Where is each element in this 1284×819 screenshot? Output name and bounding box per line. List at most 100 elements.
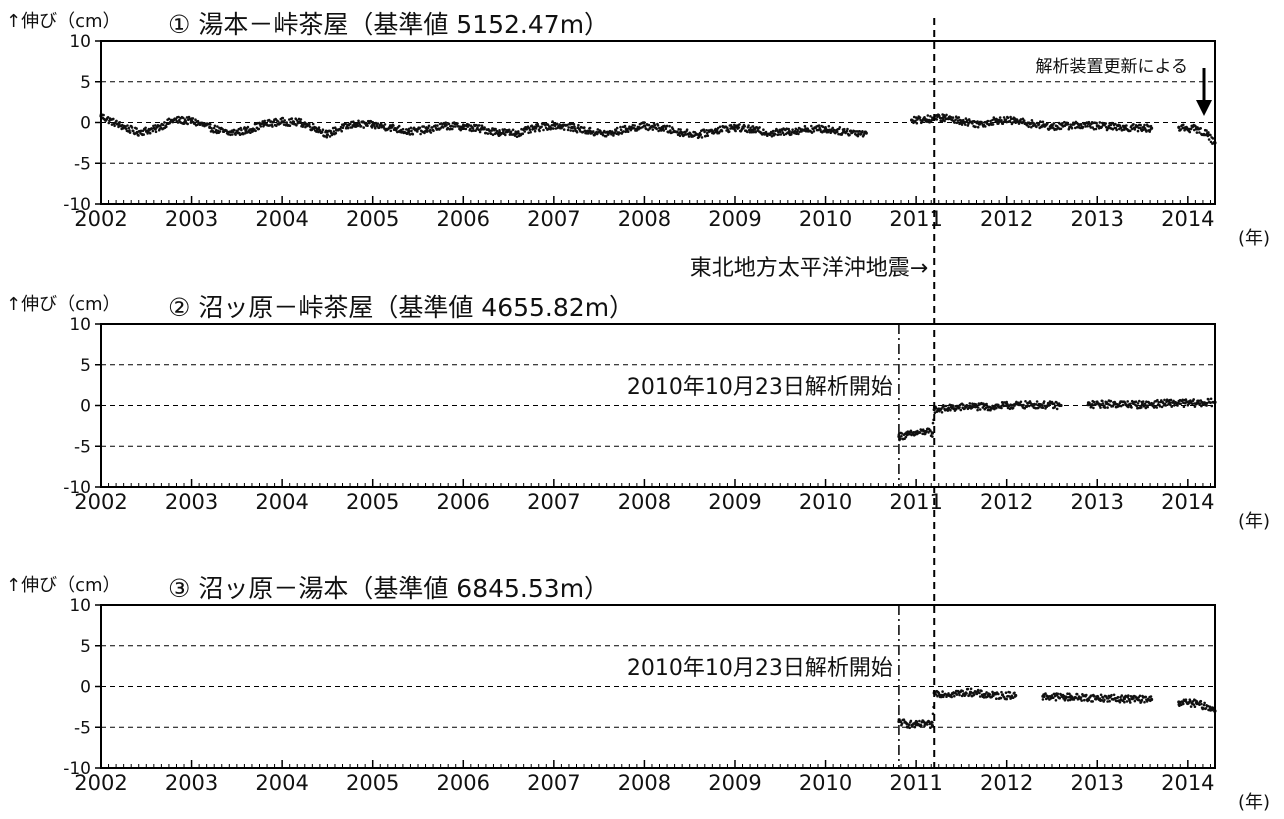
data-point <box>989 119 992 123</box>
data-point <box>208 125 212 129</box>
data-point <box>1147 125 1151 128</box>
data-point <box>964 117 968 120</box>
data-point <box>831 126 834 130</box>
data-point <box>700 136 704 139</box>
data-point <box>495 129 499 133</box>
data-point <box>999 696 1003 700</box>
data-point <box>1109 399 1113 403</box>
data-point <box>1133 128 1137 131</box>
data-point <box>1129 701 1132 704</box>
data-point <box>1138 699 1141 702</box>
y-tick-label: 0 <box>80 397 91 417</box>
data-point <box>1034 406 1038 410</box>
x-tick-label: 2008 <box>618 207 671 231</box>
data-point <box>613 131 616 134</box>
data-point <box>968 404 973 408</box>
data-point <box>263 119 267 123</box>
data-point <box>793 129 797 133</box>
x-tick-label: 2010 <box>799 490 852 514</box>
data-point <box>1193 405 1197 408</box>
data-point <box>954 118 957 121</box>
data-point <box>923 117 927 121</box>
data-point <box>1202 703 1206 707</box>
data-point <box>339 128 342 131</box>
data-point <box>963 120 966 124</box>
data-point <box>1089 126 1093 129</box>
data-point <box>653 123 657 127</box>
data-point <box>950 406 954 410</box>
data-point <box>451 127 454 131</box>
data-point <box>910 118 914 122</box>
data-point <box>705 131 709 135</box>
data-point <box>1070 126 1074 130</box>
data-point <box>1044 692 1047 695</box>
data-point <box>1157 401 1160 404</box>
data-point <box>637 128 640 131</box>
x-tick-label: 2013 <box>1071 771 1124 795</box>
data-point <box>920 724 923 727</box>
data-point <box>472 129 475 132</box>
earthquake-annotation: 東北地方太平洋沖地震→ <box>690 256 928 281</box>
y-axis-label: ↑伸び（cm） <box>6 575 121 596</box>
data-point <box>615 126 619 130</box>
data-point <box>486 132 490 135</box>
data-point <box>678 134 682 138</box>
data-point <box>226 131 230 135</box>
data-point <box>478 124 481 127</box>
x-tick-label: 2012 <box>980 771 1033 795</box>
data-point <box>991 693 995 698</box>
data-point <box>1081 125 1085 129</box>
data-point <box>856 130 859 133</box>
data-point <box>408 133 412 136</box>
data-point <box>1068 692 1071 696</box>
data-point <box>124 127 128 131</box>
data-point <box>244 129 248 133</box>
data-point <box>1038 405 1041 408</box>
data-point <box>1058 696 1061 700</box>
data-point <box>521 132 525 136</box>
data-point <box>118 121 122 124</box>
data-point <box>1094 127 1098 131</box>
data-point <box>1143 123 1146 127</box>
data-point <box>1164 404 1168 407</box>
data-point <box>946 409 950 412</box>
data-point <box>668 124 671 128</box>
data-point <box>221 127 224 131</box>
data-point <box>679 130 683 134</box>
data-point <box>572 122 576 126</box>
data-point <box>857 132 860 136</box>
data-point <box>592 130 595 133</box>
chart-title: ② 沼ッ原－峠茶屋（基準値 4655.82m） <box>168 293 634 322</box>
data-point <box>1211 137 1215 140</box>
data-point <box>1122 697 1126 701</box>
x-tick-label: 2003 <box>165 771 218 795</box>
data-point <box>915 121 919 125</box>
data-point <box>242 132 245 136</box>
data-point <box>588 126 592 130</box>
chart-panels: ① 湯本－峠茶屋（基準値 5152.47m）↑伸び（cm）1050-5-1020… <box>6 10 1270 813</box>
data-point <box>570 125 574 129</box>
data-point <box>1129 129 1132 133</box>
data-point <box>1170 405 1173 408</box>
data-point <box>1083 698 1086 702</box>
data-point <box>1183 402 1187 405</box>
x-axis-unit-label: (年) <box>1238 228 1270 249</box>
data-point <box>304 125 307 129</box>
data-point <box>982 693 986 697</box>
data-point <box>1099 406 1102 409</box>
data-point <box>419 132 422 136</box>
data-point <box>940 693 944 697</box>
data-point <box>743 125 746 128</box>
data-point <box>978 695 982 698</box>
data-point <box>929 726 932 729</box>
data-point <box>344 122 347 125</box>
data-point <box>749 126 752 130</box>
y-tick-label: 0 <box>80 678 91 698</box>
data-point <box>704 134 708 138</box>
x-tick-label: 2009 <box>708 490 761 514</box>
data-point <box>346 126 350 130</box>
data-point <box>905 433 909 437</box>
data-point <box>927 720 931 723</box>
data-point <box>1160 405 1164 409</box>
data-point <box>1158 405 1162 408</box>
